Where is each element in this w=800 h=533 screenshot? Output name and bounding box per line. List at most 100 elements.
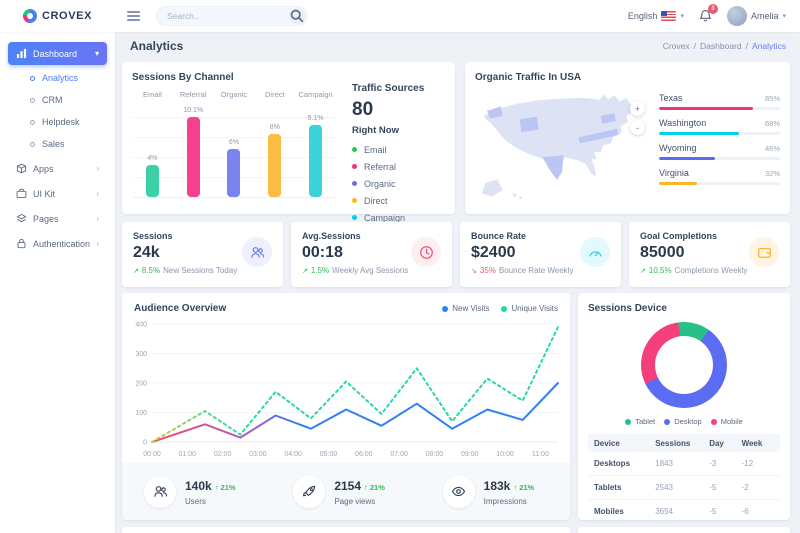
trend-percent: ↑ 21%	[364, 483, 385, 492]
map-zoom-out-button[interactable]: -	[630, 120, 645, 135]
table-cell: -6	[741, 507, 749, 516]
bullet-icon	[30, 97, 35, 103]
column-header[interactable]: Sessions	[655, 438, 691, 448]
sidebar-item-ui-kit[interactable]: UI Kit ›	[8, 182, 107, 205]
traffic-legend-referral[interactable]: Referral	[352, 158, 445, 175]
bar-category-label: Direct	[264, 90, 285, 99]
next-card-partial	[122, 527, 570, 533]
card-title: Organic Traffic In USA	[475, 72, 582, 83]
bar-category-label: Campaign	[298, 90, 333, 99]
user-menu[interactable]: Amelia ▾	[726, 6, 786, 26]
trend-percent: 8.5%	[141, 266, 161, 275]
state-name: Virginia	[659, 168, 689, 178]
sidebar-item-label: UI Kit	[33, 188, 56, 199]
language-label: English	[627, 11, 658, 21]
audience-stat-valueline: 183k ↑ 21%	[484, 477, 535, 495]
menu-toggle-icon[interactable]	[123, 7, 144, 25]
stat-trend-line: ↗ 8.5% New Sessions Today	[133, 266, 272, 275]
bar[interactable]	[186, 117, 200, 197]
x-axis-tick: 08:00	[426, 451, 444, 458]
progress-fill	[659, 107, 754, 110]
state-value: 46%	[764, 144, 780, 153]
table-cell: 1843	[655, 459, 673, 468]
stat-card-goal-completions[interactable]: Goal Completions 85000 ↗ 10.5% Completions W…	[629, 222, 790, 287]
search-input[interactable]	[157, 11, 289, 21]
sidebar-subitem-crm[interactable]: CRM	[0, 89, 115, 111]
sidebar-item-authentication[interactable]: Authentication ›	[8, 232, 107, 255]
device-legend-mobile[interactable]: Mobile	[710, 417, 743, 426]
bar-chart-icon	[16, 48, 27, 59]
table-row[interactable]: Mobiles 3654 -5 -6	[588, 500, 780, 520]
trend-percent: 10.5%	[648, 266, 672, 275]
column-header[interactable]: Device	[594, 438, 620, 448]
breadcrumb-item[interactable]: Analytics	[751, 41, 786, 51]
traffic-legend-label: Campaign	[364, 212, 406, 223]
brand-name: CROVEX	[41, 10, 93, 22]
table-cell: 3654	[655, 507, 673, 516]
legend-label: Desktop	[674, 417, 702, 426]
sidebar-item-pages[interactable]: Pages ›	[8, 207, 107, 230]
audience-stat-label: Users	[185, 497, 206, 506]
traffic-legend-email[interactable]: Email	[352, 141, 445, 158]
lock-icon	[16, 238, 27, 249]
column-header[interactable]: Day	[709, 438, 724, 448]
bar[interactable]	[227, 149, 241, 197]
device-legend-tablet[interactable]: Tablet	[625, 417, 655, 426]
line-chart-svg: 0 100 200 300 400 00:00 01:00 02:00 03:00 04:00 05…	[135, 322, 559, 458]
sidebar-item-dashboard[interactable]: Dashboard ▾	[8, 42, 107, 65]
series-new-visits	[151, 382, 559, 443]
map-zoom-in-button[interactable]: +	[630, 101, 645, 116]
next-card-partial	[578, 527, 790, 533]
bar[interactable]	[268, 134, 282, 197]
table-row[interactable]: Desktops 1843 -3 -12	[588, 452, 780, 476]
gauge-icon	[580, 237, 610, 267]
stat-card-bounce-rate[interactable]: Bounce Rate $2400 ↘ 35% Bounce Rate Weekly	[460, 222, 621, 287]
state-row-washington: Washington 68%	[659, 118, 780, 135]
x-axis-tick: 09:00	[461, 451, 479, 458]
legend-label: Unique Visits	[511, 304, 558, 313]
traffic-legend-campaign[interactable]: Campaign	[352, 209, 445, 226]
bar-value-label: 4%	[147, 155, 158, 162]
bar[interactable]	[145, 165, 159, 197]
sidebar-item-apps[interactable]: Apps ›	[8, 157, 107, 180]
stat-card-avg-sessions[interactable]: Avg.Sessions 00:18 ↗ 1.5% Weekly Avg Session…	[291, 222, 452, 287]
usa-map[interactable]: + -	[475, 87, 647, 205]
audience-stat-value: 183k	[483, 479, 511, 493]
state-name: Texas	[659, 93, 683, 103]
stat-card-sessions[interactable]: Sessions 24k ↗ 8.5% New Sessions Today	[122, 222, 283, 287]
device-legend-desktop[interactable]: Desktop	[664, 417, 702, 426]
audience-line-chart: 0 100 200 300 400 00:00 01:00 02:00 03:00 04:00 05…	[122, 314, 570, 468]
traffic-legend-organic[interactable]: Organic	[352, 175, 445, 192]
sidebar-subitem-analytics[interactable]: Analytics	[0, 67, 115, 89]
chevron-down-icon: ▾	[94, 49, 99, 58]
breadcrumb-item[interactable]: Dashboard	[700, 41, 742, 51]
sidebar-subitem-label: CRM	[42, 95, 63, 105]
language-selector[interactable]: English ▾	[628, 11, 684, 21]
table-cell: -5	[709, 483, 717, 492]
table-row[interactable]: Tablets 2543 -5 -2	[588, 476, 780, 500]
traffic-sources-value: 80	[352, 99, 374, 120]
progress-fill	[659, 182, 697, 185]
sidebar-subitem-helpdesk[interactable]: Helpdesk	[0, 111, 115, 133]
device-table: Device Sessions Day Week Desktops 1843 -3 -12 Ta…	[588, 434, 780, 520]
legend-new-visits[interactable]: New Visits	[442, 304, 489, 313]
bar-value-label: 10.1%	[183, 107, 204, 114]
bar[interactable]	[309, 125, 323, 197]
legend-unique-visits[interactable]: Unique Visits	[501, 304, 558, 313]
brand-logo[interactable]: CROVEX	[0, 9, 115, 23]
sidebar-subitem-sales[interactable]: Sales	[0, 133, 115, 155]
box-icon	[16, 163, 27, 174]
breadcrumb-item[interactable]: Crovex	[662, 41, 690, 51]
search-icon[interactable]	[289, 8, 305, 24]
column-header[interactable]: Week	[741, 438, 763, 448]
stat-value: 24k	[133, 244, 160, 261]
traffic-legend-direct[interactable]: Direct	[352, 192, 445, 209]
sidebar-item-label: Apps	[33, 163, 54, 174]
x-axis-tick: 06:00	[355, 451, 373, 458]
bar-column-referral: 10.1%	[173, 107, 214, 197]
notifications-button[interactable]: 3	[697, 4, 718, 25]
audience-stat-valueline: 140k ↑ 21%	[185, 477, 236, 495]
bar-value-label: 6%	[228, 139, 240, 146]
x-axis-tick: 10:00	[496, 451, 514, 458]
table-cell: -3	[709, 459, 717, 468]
